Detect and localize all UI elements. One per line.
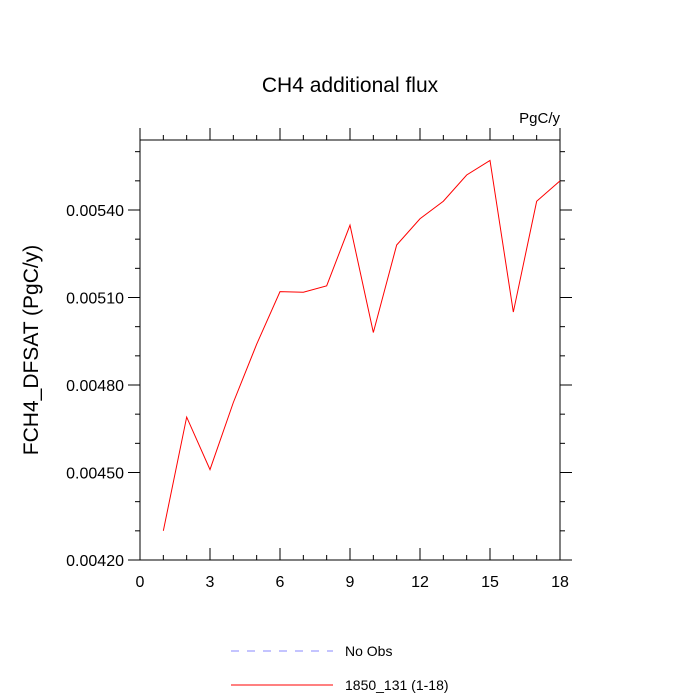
y-axis-label: FCH4_DFSAT (PgC/y) bbox=[20, 245, 43, 455]
y-tick-label: 0.00540 bbox=[66, 203, 124, 220]
legend-label: 1850_131 (1-18) bbox=[345, 677, 449, 693]
unit-label: PgC/y bbox=[519, 110, 560, 127]
y-ticks: 0.00420 0.00450 0.00480 0.00510 0.00540 bbox=[66, 151, 572, 570]
x-tick-label: 9 bbox=[346, 574, 355, 591]
y-tick-label: 0.00480 bbox=[66, 378, 124, 395]
x-tick-label: 12 bbox=[411, 574, 429, 591]
y-tick-label: 0.00450 bbox=[66, 466, 124, 483]
x-ticks: 0 3 6 9 12 15 18 bbox=[136, 128, 569, 591]
x-tick-label: 15 bbox=[481, 574, 499, 591]
y-tick-label: 0.00510 bbox=[66, 291, 124, 308]
y-tick-label: 0.00420 bbox=[66, 553, 124, 570]
x-tick-label: 18 bbox=[551, 574, 569, 591]
chart-title: CH4 additional flux bbox=[262, 74, 439, 97]
series-line bbox=[162, 159, 561, 531]
x-tick-label: 6 bbox=[276, 574, 285, 591]
x-tick-label: 0 bbox=[136, 574, 145, 591]
series-lines bbox=[162, 159, 561, 531]
x-tick-label: 3 bbox=[206, 574, 215, 591]
legend: No Obs 1850_131 (1-18) bbox=[231, 643, 449, 693]
legend-label: No Obs bbox=[345, 643, 392, 659]
